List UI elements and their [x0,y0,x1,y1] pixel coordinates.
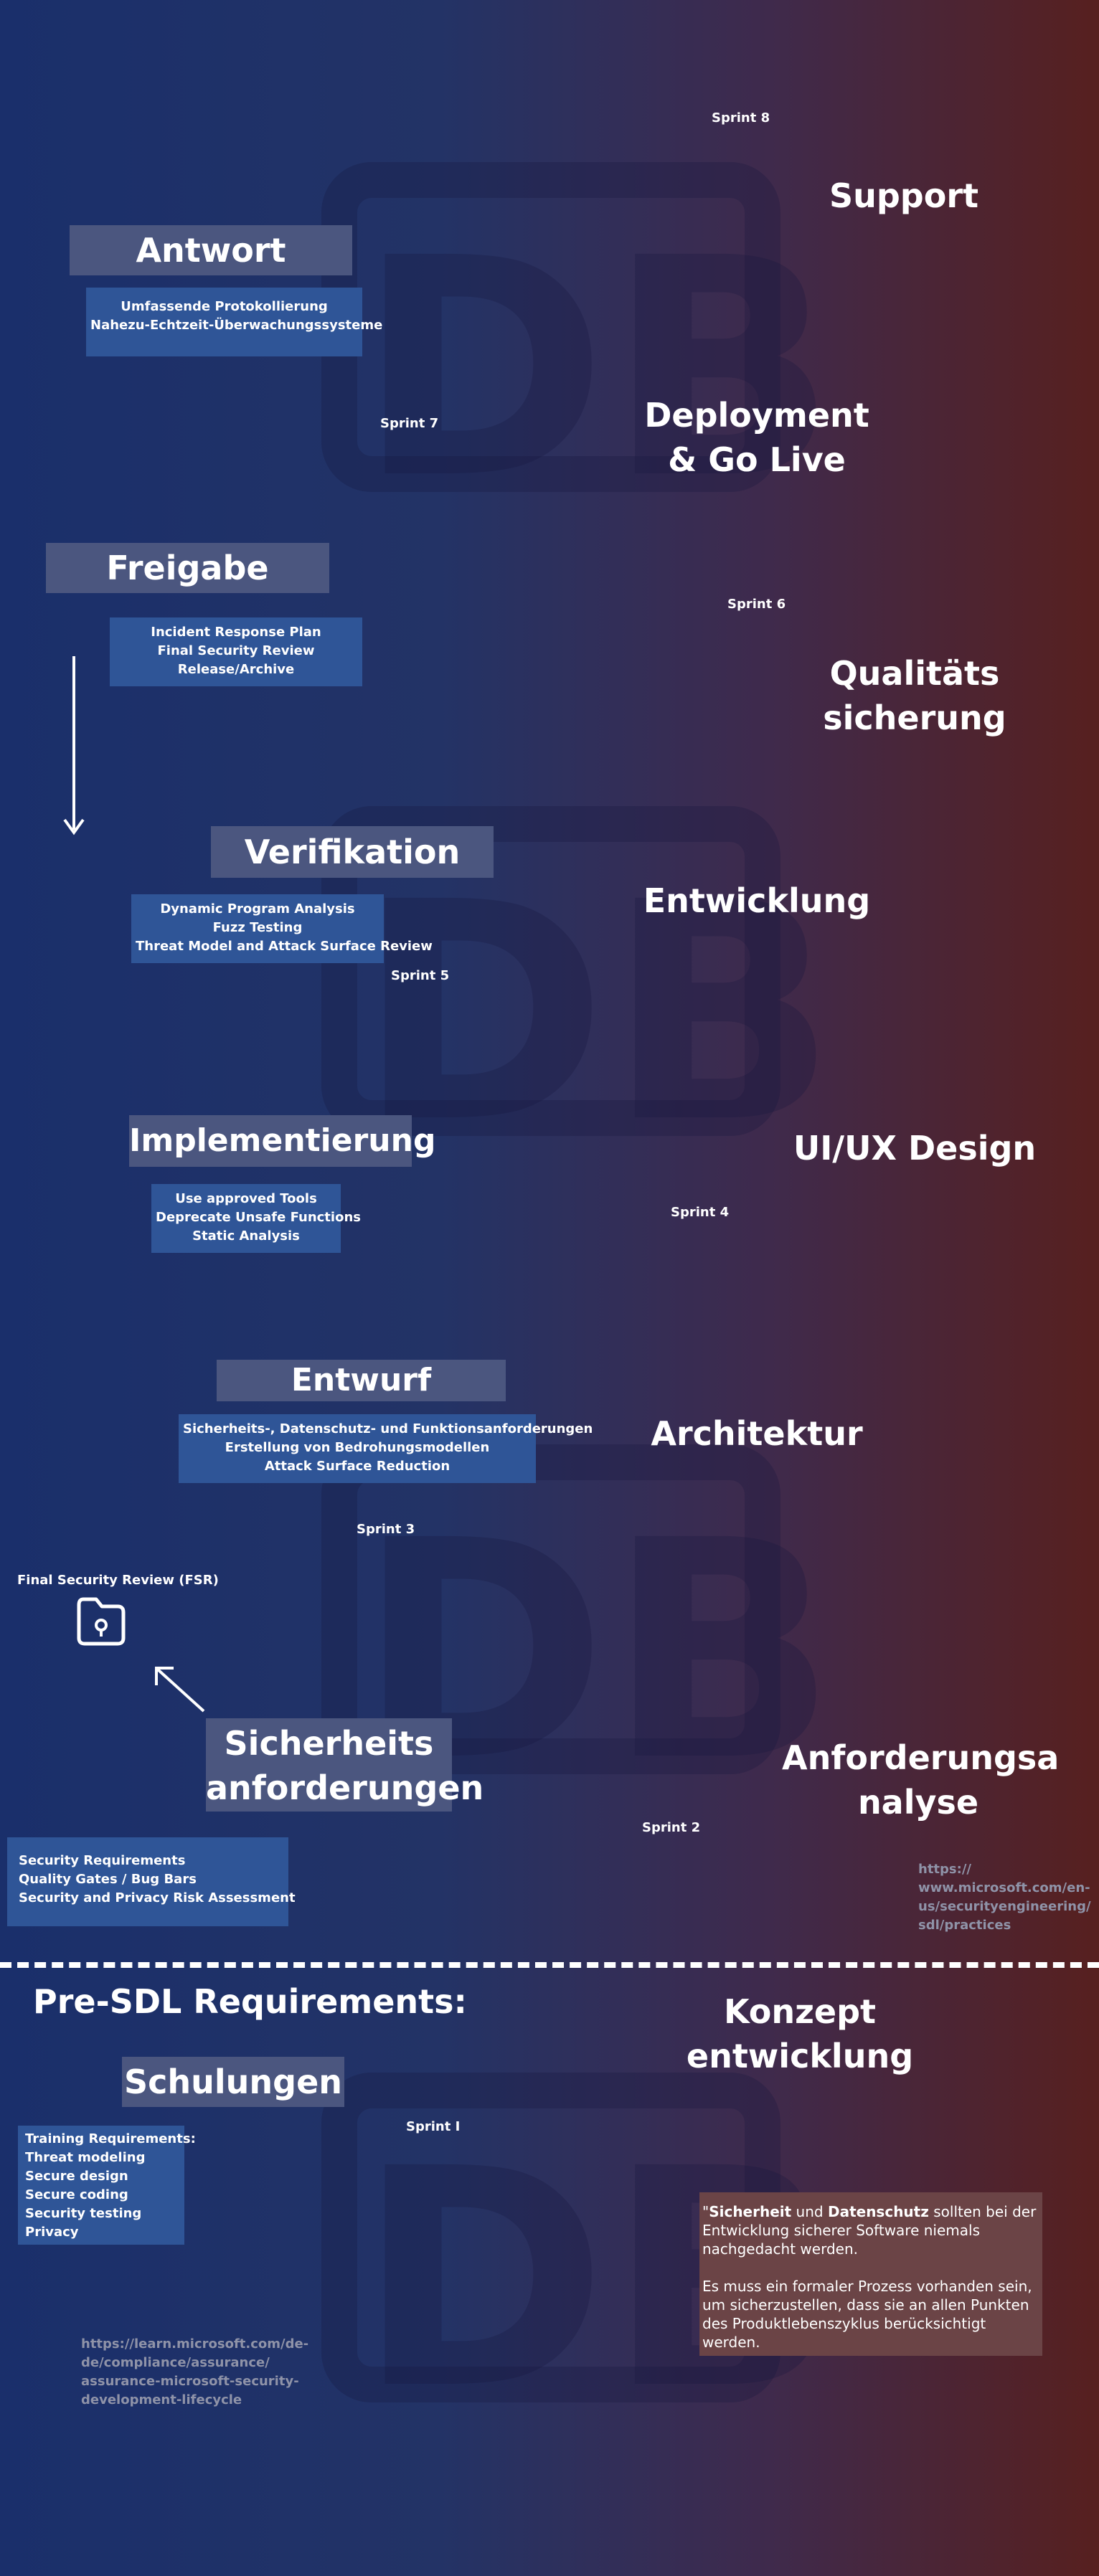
detail-item: Sicherheits-, Datenschutz- und Funktions… [183,1421,593,1436]
quote-text: und [791,2203,828,2220]
link-text: www.microsoft.com/en- [918,1880,1090,1895]
link-text: https://learn.microsoft.com/de- [81,2336,309,2352]
link-learn-microsoft-sdl[interactable]: https://learn.microsoft.com/de- de/compl… [81,2335,311,2410]
stage-label: sicherung [823,699,1006,737]
stage-label: nalyse [857,1783,979,1822]
sprint-5-label: Sprint 5 [391,968,450,983]
phase-freigabe-details: Incident Response Plan Final Security Re… [110,617,362,686]
detail-item: Erstellung von Bedrohungsmodellen [225,1440,490,1455]
stage-anforderungsanalyse: Anforderungsa nalyse [782,1736,1060,1824]
phase-title-text: anforderungen [206,1768,484,1807]
detail-item: Quality Gates / Bug Bars [19,1872,197,1887]
link-text: de/compliance/assurance/ [81,2355,270,2370]
stage-label: Konzept [723,1992,877,2031]
link-text: sdl/practices [918,1918,1011,1933]
phase-title-text: Schulungen [123,2063,343,2101]
phase-sicherheitsanforderungen-title: Sicherheits anforderungen [206,1718,484,1812]
fsr-label: Final Security Review (FSR) [17,1573,219,1588]
stage-konzeptentwicklung: Konzept entwicklung [674,1989,925,2078]
detail-item: Nahezu-Echtzeit-Überwachungssysteme [90,318,383,333]
detail-item: Threat modeling [25,2150,146,2165]
phase-sicherheitsanforderungen-details: Security Requirements Quality Gates / Bu… [7,1837,296,1926]
stage-label: Anforderungsa [782,1738,1060,1777]
sprint-8-label: Sprint 8 [712,110,770,126]
sprint-2-label: Sprint 2 [642,1820,701,1835]
link-ms-sdl-practices[interactable]: https:// www.microsoft.com/en- us/securi… [918,1860,1091,1935]
detail-item: Security Requirements [19,1853,186,1868]
phase-antwort-details: Umfassende Protokollierung Nahezu-Echtze… [86,288,383,356]
sprint-6-label: Sprint 6 [727,597,786,612]
detail-item: Incident Response Plan [151,625,321,640]
detail-item: Release/Archive [177,662,295,677]
detail-item: Secure coding [25,2187,128,2202]
phase-verifikation-title: Verifikation [211,826,494,878]
stage-label: Deployment [644,396,869,435]
detail-item: Security and Privacy Risk Assessment [19,1890,296,1905]
arrow-down-icon [63,656,85,835]
link-text: us/securityengineering/ [918,1899,1091,1914]
phase-schulungen-title: Schulungen [122,2057,344,2107]
quote-bold: Datenschutz [827,2203,929,2220]
phase-entwurf-details: Sicherheits-, Datenschutz- und Funktions… [179,1414,593,1483]
detail-item: Secure design [25,2169,128,2184]
pre-sdl-divider [0,1962,1099,1968]
phase-verifikation-details: Dynamic Program Analysis Fuzz Testing Th… [131,894,433,963]
stage-label: Support [829,176,978,215]
detail-item: Privacy [25,2225,79,2240]
phase-antwort-title: Antwort [70,225,352,275]
detail-item: Static Analysis [192,1228,300,1244]
phase-implementierung-details: Use approved Tools Deprecate Unsafe Func… [151,1184,361,1253]
quote-text: sollten bei der Entwicklung sicherer Sof… [702,2203,1037,2258]
arrow-up-left-icon [155,1667,205,1713]
stage-architektur: Architektur [631,1413,882,1454]
pre-sdl-heading: Pre-SDL Requirements: [33,1982,467,2021]
stage-label: UI/UX Design [793,1129,1037,1168]
folder-lock-icon [77,1597,126,1646]
detail-item: Umfassende Protokollierung [121,299,328,314]
link-text: development-lifecycle [81,2392,242,2407]
stage-support: Support [803,175,1004,217]
stage-label: Entwicklung [643,881,871,920]
phase-title-text: Antwort [136,231,286,270]
link-text: assurance-microsoft-security- [81,2374,299,2389]
sdl-quote-box: "Sicherheit und Datenschutz sollten bei … [699,2192,1042,2356]
phase-entwurf-title: Entwurf [217,1360,506,1401]
stage-label: Architektur [651,1414,863,1453]
detail-item: Threat Model and Attack Surface Review [136,939,433,954]
sprint-1-label: Sprint I [406,2119,461,2134]
detail-item: Final Security Review [157,643,315,658]
quote-paragraph-2: Es muss ein formaler Prozess vorhanden s… [702,2278,1032,2351]
sprint-7-label: Sprint 7 [380,416,439,431]
detail-item: Training Requirements: [25,2131,196,2146]
phase-title-text: Entwurf [291,1362,432,1398]
stage-label: & Go Live [668,440,846,479]
db-logo-watermark: DB [321,162,837,521]
detail-item: Attack Surface Reduction [264,1459,451,1474]
detail-item: Security testing [25,2206,142,2221]
phase-title-text: Implementierung [129,1122,436,1159]
sprint-3-label: Sprint 3 [357,1522,415,1537]
detail-item: Dynamic Program Analysis [160,901,355,917]
stage-uiux-design: UI/UX Design [789,1127,1040,1169]
stage-label: entwicklung [686,2037,914,2075]
detail-item: Deprecate Unsafe Functions [156,1210,361,1225]
stage-entwicklung: Entwicklung [631,880,882,922]
sprint-4-label: Sprint 4 [671,1205,730,1220]
quote-bold: Sicherheit [709,2203,792,2220]
phase-implementierung-title: Implementierung [129,1115,435,1167]
phase-freigabe-title: Freigabe [46,543,329,593]
phase-title-text: Freigabe [106,549,269,587]
stage-deployment: Deployment & Go Live [631,393,882,482]
link-text: https:// [918,1862,971,1877]
quote-paragraph-1: "Sicherheit und Datenschutz sollten bei … [702,2202,1039,2258]
stage-qualitaetssicherung: Qualitäts sicherung [796,651,1033,740]
phase-title-text: Verifikation [244,833,461,871]
phase-title-text: Sicherheits [224,1724,434,1763]
phase-schulungen-details: Training Requirements: Threat modeling S… [18,2126,196,2245]
stage-label: Qualitäts [829,654,1000,693]
quote-mark: " [702,2203,709,2220]
detail-item: Use approved Tools [175,1191,317,1206]
detail-item: Fuzz Testing [212,920,303,935]
